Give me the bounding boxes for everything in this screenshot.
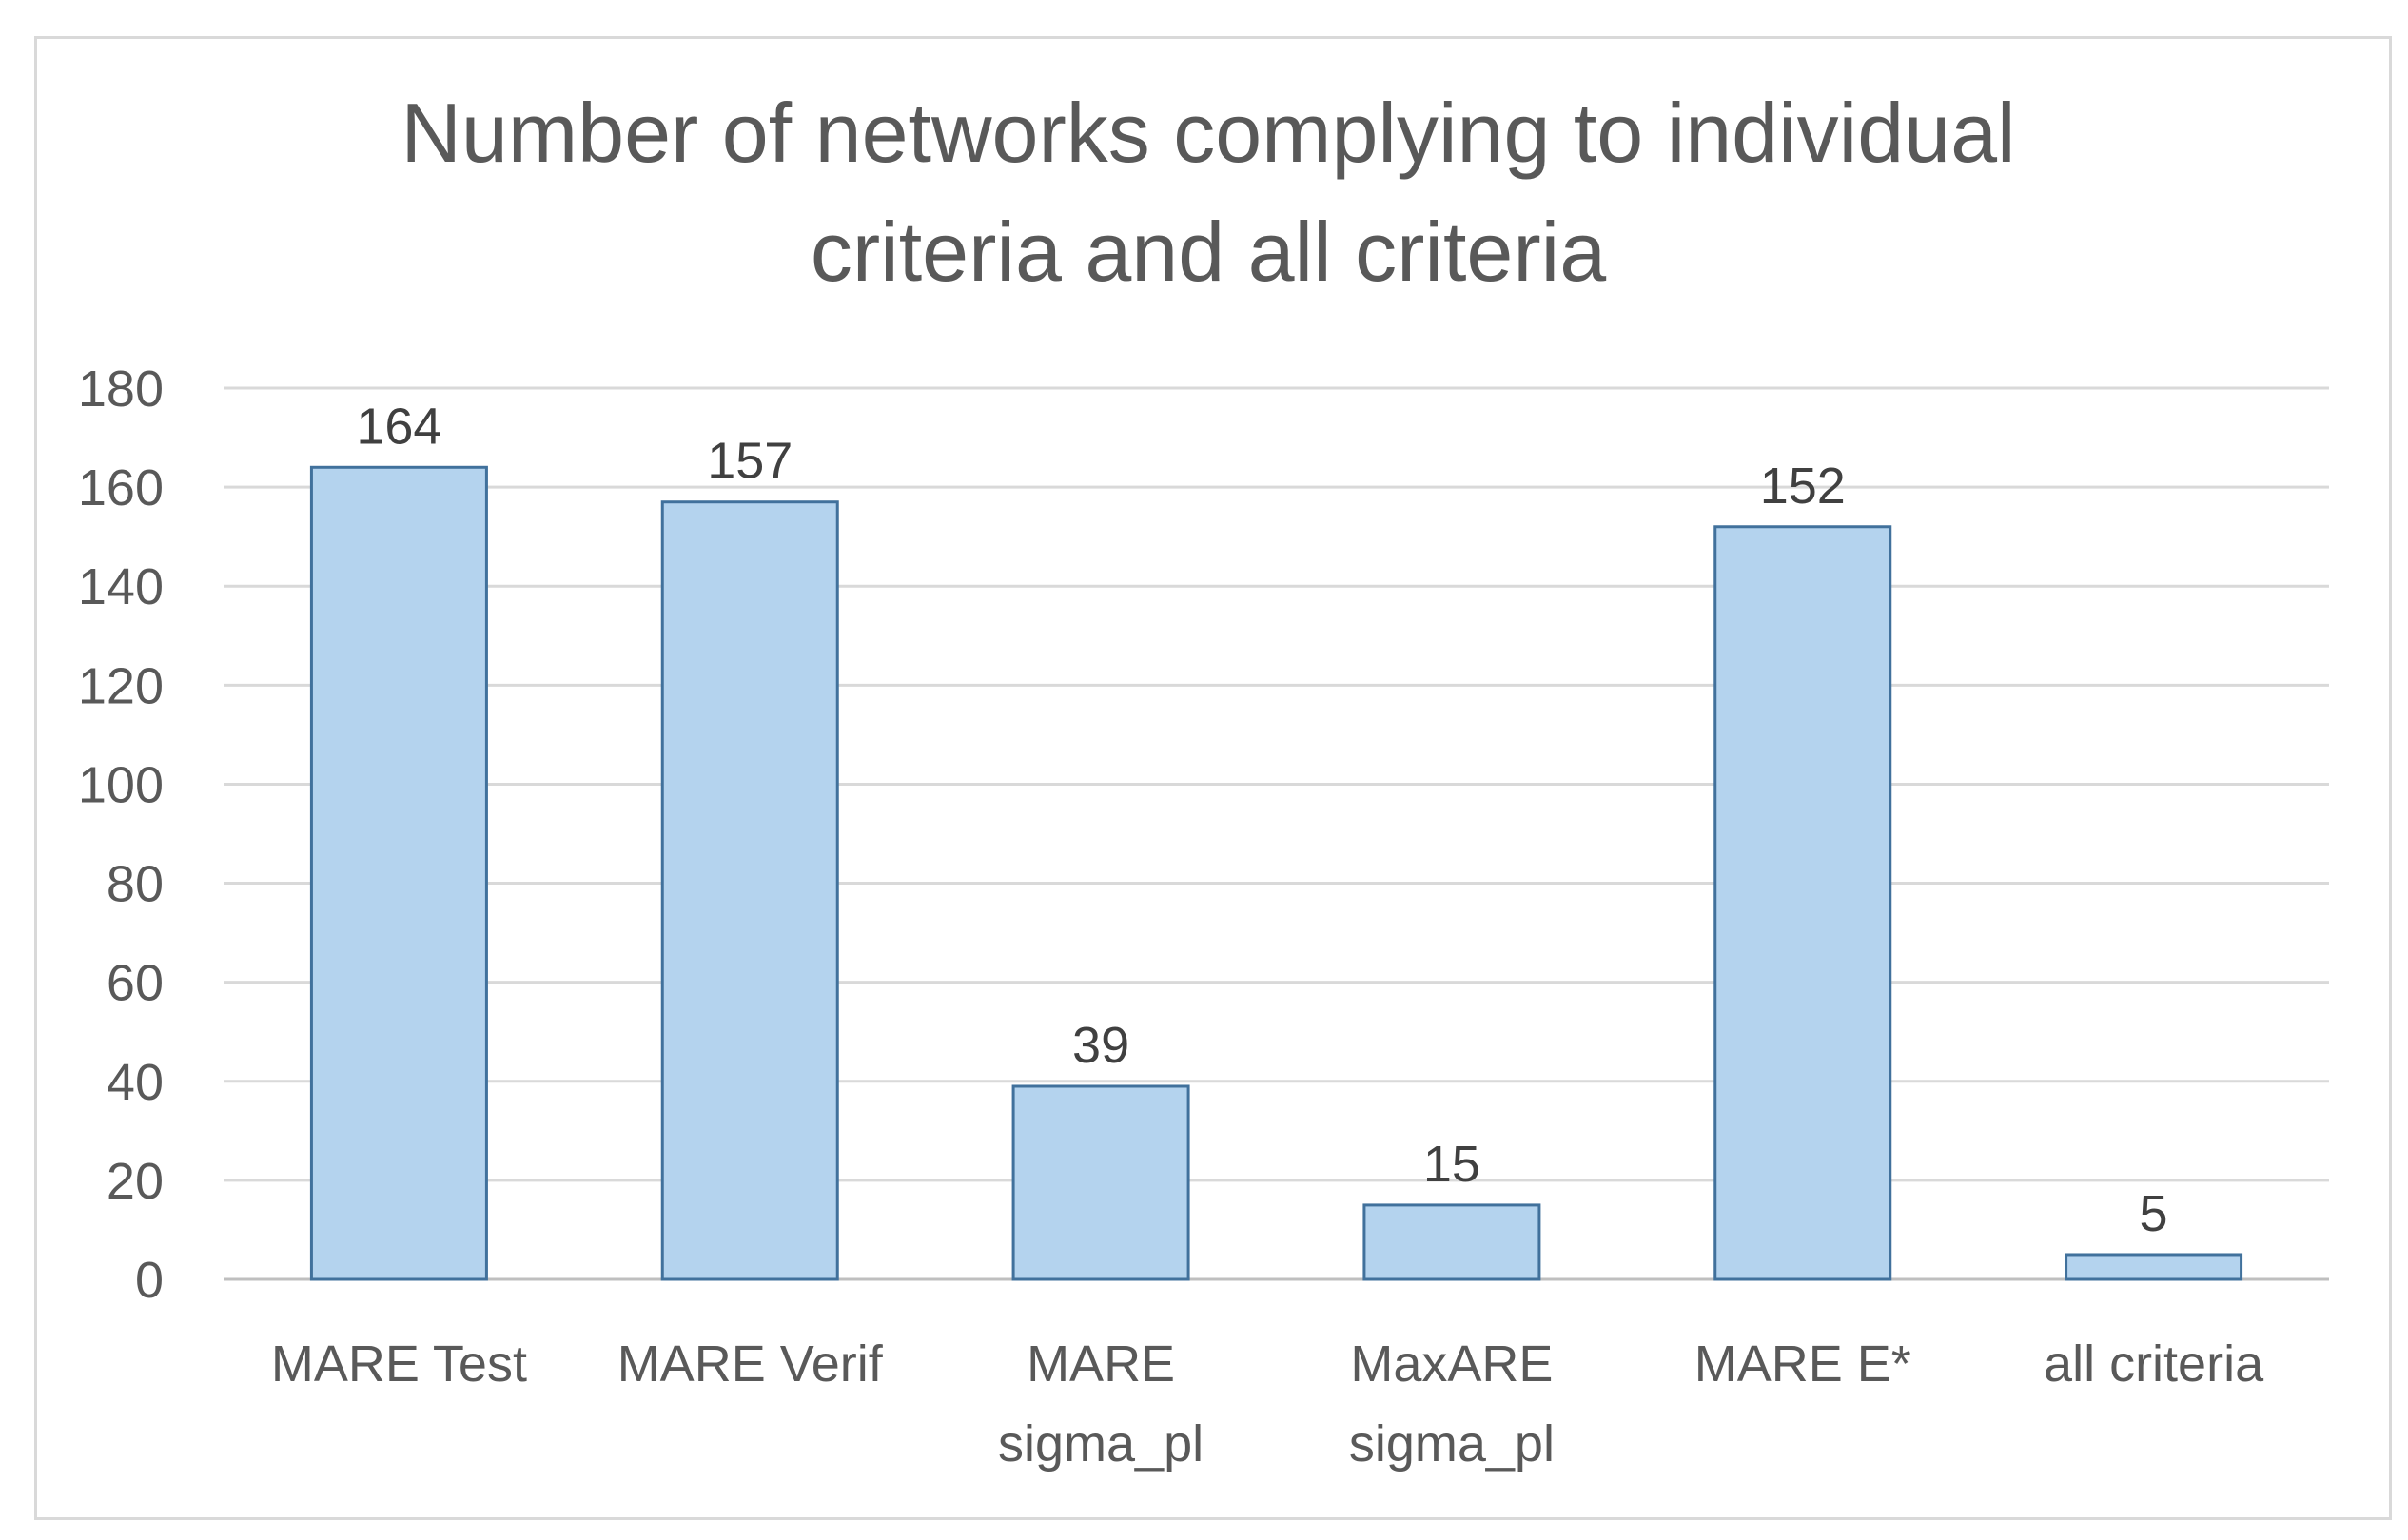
category-label: MaxARE — [1350, 1335, 1553, 1393]
bar — [1713, 525, 1892, 1281]
category-label: sigma_pl — [998, 1415, 1204, 1472]
gridlines — [224, 386, 2329, 1281]
category-label: MARE Test — [271, 1335, 527, 1393]
y-tick-label: 60 — [107, 955, 164, 1012]
y-tick-label: 160 — [78, 459, 164, 517]
data-labels: 164 157 39 15 152 5 — [356, 398, 2167, 1242]
y-tick-label: 20 — [107, 1153, 164, 1210]
data-label: 157 — [707, 433, 793, 490]
bar — [309, 465, 488, 1281]
data-label: 5 — [2140, 1185, 2168, 1242]
x-axis-categories: MARE Test MARE Verif MARE sigma_pl MaxARE sig… — [271, 1335, 2264, 1472]
bars — [309, 465, 2243, 1281]
category-label: all criteria — [2044, 1335, 2264, 1393]
category-label: MARE E* — [1694, 1335, 1911, 1393]
chart-title-line: Number of networks complying to individu… — [401, 86, 2015, 180]
y-tick-label: 0 — [135, 1252, 164, 1309]
data-label: 164 — [356, 398, 441, 455]
bar — [1362, 1203, 1541, 1281]
data-label: 152 — [1760, 458, 1846, 515]
y-tick-label: 100 — [78, 756, 164, 813]
y-tick-label: 140 — [78, 558, 164, 615]
chart-title-line: criteria and all criteria — [811, 205, 1606, 299]
chart-title: Number of networks complying to individu… — [401, 86, 2015, 299]
y-tick-label: 40 — [107, 1054, 164, 1111]
bar — [2065, 1253, 2243, 1281]
category-label: MARE Verif — [617, 1335, 884, 1393]
y-tick-label: 180 — [78, 361, 164, 418]
y-tick-label: 120 — [78, 657, 164, 714]
y-tick-label: 80 — [107, 856, 164, 913]
y-axis-ticks: 0 20 40 60 80 100 120 140 160 180 — [78, 361, 164, 1309]
category-label: sigma_pl — [1349, 1415, 1555, 1472]
bar — [1011, 1084, 1190, 1281]
data-label: 15 — [1423, 1136, 1480, 1193]
data-label: 39 — [1072, 1017, 1129, 1074]
bar — [660, 500, 839, 1281]
category-label: MARE — [1027, 1335, 1175, 1393]
